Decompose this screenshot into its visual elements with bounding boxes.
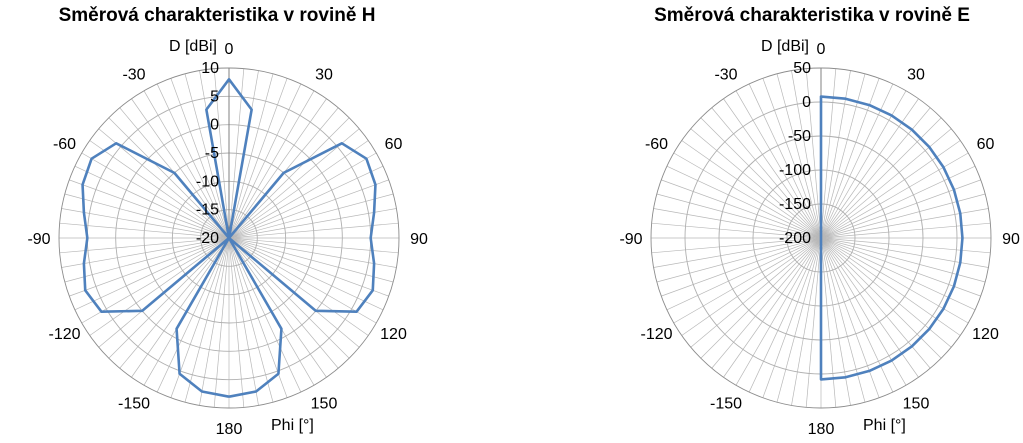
- radial-gridline: [656, 237, 822, 283]
- angle-axis-title: Phi [°]: [863, 417, 906, 434]
- radial-axis-title: D [dBi]: [761, 38, 809, 55]
- radial-gridline: [791, 70, 822, 239]
- radial-gridline: [820, 237, 837, 408]
- data-series-line: [819, 95, 964, 381]
- polar-grid: [58, 67, 400, 409]
- angle-label: 120: [972, 326, 999, 343]
- radial-gridline: [666, 237, 822, 311]
- radial-gridline: [776, 73, 822, 239]
- angle-label: -120: [640, 326, 672, 343]
- radial-gridline: [791, 237, 822, 406]
- radial-gridline: [711, 237, 822, 369]
- radial-gridline: [690, 237, 822, 348]
- radial-tick-label: 10: [201, 60, 219, 77]
- radial-gridline: [700, 237, 822, 359]
- angle-label: 180: [808, 421, 835, 438]
- radial-gridline: [653, 208, 822, 239]
- radial-gridline: [735, 237, 822, 386]
- radial-gridline: [673, 237, 822, 324]
- radial-tick-label: 5: [210, 88, 219, 105]
- radial-gridline: [681, 237, 822, 336]
- radial-gridline: [820, 222, 991, 239]
- data-series-line: [81, 78, 377, 398]
- radial-tick-label: 0: [802, 94, 811, 111]
- angle-label: 0: [817, 41, 826, 58]
- angle-label: 30: [907, 67, 925, 84]
- angle-label: -150: [710, 396, 742, 413]
- radial-gridline: [711, 107, 822, 239]
- radial-axis-title: D [dBi]: [169, 38, 217, 55]
- angle-label: -90: [27, 231, 50, 248]
- radial-tick-label: -150: [779, 196, 811, 213]
- angle-label: -60: [53, 136, 76, 153]
- radial-gridline: [748, 83, 822, 239]
- radial-gridline: [735, 90, 822, 239]
- radial-gridline: [681, 140, 822, 239]
- radial-tick-label: 0: [210, 117, 219, 134]
- chart-title: Směrová charakteristika v rovině E: [654, 5, 970, 26]
- radial-gridline: [820, 68, 837, 239]
- radial-tick-label: -100: [779, 162, 811, 179]
- angle-label: 90: [410, 231, 428, 248]
- radial-gridline: [820, 237, 991, 254]
- polar-grid: [650, 67, 992, 409]
- angle-label: 0: [225, 41, 234, 58]
- radial-tick-label: -5: [205, 145, 219, 162]
- angle-label: -120: [48, 326, 80, 343]
- angle-label: -90: [619, 231, 642, 248]
- radial-gridline: [748, 237, 822, 393]
- radial-gridline: [673, 152, 822, 239]
- radial-tick-label: -20: [196, 230, 219, 247]
- angle-label: 90: [1002, 231, 1020, 248]
- radial-tick-label: -200: [779, 230, 811, 247]
- radial-gridline: [723, 237, 822, 378]
- angle-label: 30: [315, 67, 333, 84]
- angle-label: 60: [977, 136, 995, 153]
- radial-gridline: [653, 237, 822, 268]
- radial-gridline: [690, 128, 822, 239]
- radial-tick-label: -10: [196, 173, 219, 190]
- angle-label: -30: [714, 67, 737, 84]
- angle-label: -30: [122, 67, 145, 84]
- radial-tick-label: -15: [196, 202, 219, 219]
- angle-label: -60: [645, 136, 668, 153]
- angle-label: -150: [118, 396, 150, 413]
- radial-gridline: [651, 222, 822, 239]
- radial-tick-label: 50: [793, 60, 811, 77]
- radial-gridline: [723, 98, 822, 239]
- radial-gridline: [700, 117, 822, 239]
- chart-title: Směrová charakteristika v rovině H: [59, 5, 376, 26]
- radial-gridline: [666, 165, 822, 239]
- radial-gridline: [805, 237, 822, 408]
- radial-tick-label: -50: [788, 128, 811, 145]
- polar-chart-h-svg: Směrová charakteristika v rovině H -20 -1…: [27, 5, 428, 438]
- radial-gridline: [656, 193, 822, 239]
- radial-gridline: [762, 237, 822, 398]
- angle-label: 150: [311, 396, 338, 413]
- angle-axis-title: Phi [°]: [271, 417, 314, 434]
- angle-label: 60: [385, 136, 403, 153]
- radial-gridline: [776, 237, 822, 403]
- radial-gridline: [661, 237, 822, 297]
- polar-chart-e-svg: Směrová charakteristika v rovině E -200 -…: [619, 5, 1020, 438]
- angle-label: 150: [903, 396, 930, 413]
- polar-chart-h-plane: Směrová charakteristika v rovině H -20 -1…: [0, 0, 460, 443]
- radial-gridline: [661, 179, 822, 239]
- radial-gridline: [651, 237, 822, 254]
- radial-gridline: [762, 78, 822, 239]
- radial-gridline: [805, 68, 822, 239]
- angle-label: 180: [216, 421, 243, 438]
- polar-chart-e-plane: Směrová charakteristika v rovině E -200 -…: [592, 0, 1023, 443]
- angle-label: 120: [380, 326, 407, 343]
